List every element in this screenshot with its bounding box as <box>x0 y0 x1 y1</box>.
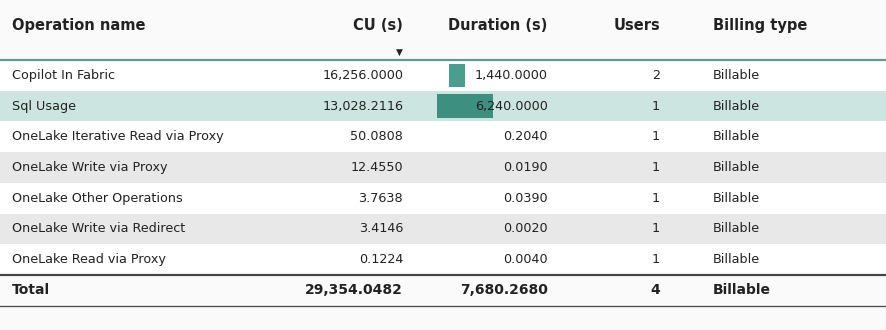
Text: OneLake Other Operations: OneLake Other Operations <box>12 192 183 205</box>
Text: Billable: Billable <box>713 161 760 174</box>
Text: 16,256.0000: 16,256.0000 <box>323 69 403 82</box>
Text: 1,440.0000: 1,440.0000 <box>475 69 548 82</box>
Text: Billable: Billable <box>713 130 760 143</box>
Text: 0.0390: 0.0390 <box>503 192 548 205</box>
Text: 0.0020: 0.0020 <box>503 222 548 235</box>
Text: Duration (s): Duration (s) <box>448 17 548 33</box>
Text: 0.2040: 0.2040 <box>503 130 548 143</box>
Text: 1: 1 <box>652 130 660 143</box>
FancyBboxPatch shape <box>0 3 886 60</box>
Text: 12.4550: 12.4550 <box>351 161 403 174</box>
Text: 1: 1 <box>652 253 660 266</box>
Text: Billing type: Billing type <box>713 17 808 33</box>
Text: 7,680.2680: 7,680.2680 <box>460 283 548 297</box>
Text: OneLake Write via Proxy: OneLake Write via Proxy <box>12 161 167 174</box>
Text: OneLake Read via Proxy: OneLake Read via Proxy <box>12 253 166 266</box>
Text: Billable: Billable <box>713 100 760 113</box>
Text: Billable: Billable <box>713 253 760 266</box>
FancyBboxPatch shape <box>0 60 886 91</box>
Text: 29,354.0482: 29,354.0482 <box>306 283 403 297</box>
Text: 1: 1 <box>652 222 660 235</box>
Text: 0.0190: 0.0190 <box>503 161 548 174</box>
Text: ▼: ▼ <box>396 48 403 57</box>
Text: 50.0808: 50.0808 <box>350 130 403 143</box>
Text: OneLake Iterative Read via Proxy: OneLake Iterative Read via Proxy <box>12 130 223 143</box>
Text: 2: 2 <box>652 69 660 82</box>
FancyBboxPatch shape <box>0 275 886 306</box>
FancyBboxPatch shape <box>0 91 886 121</box>
Text: Copilot In Fabric: Copilot In Fabric <box>12 69 114 82</box>
Text: 1: 1 <box>652 100 660 113</box>
FancyBboxPatch shape <box>0 121 886 152</box>
Text: Users: Users <box>613 17 660 33</box>
Text: Total: Total <box>12 283 50 297</box>
FancyBboxPatch shape <box>437 94 493 118</box>
Text: 1: 1 <box>652 161 660 174</box>
Text: Sql Usage: Sql Usage <box>12 100 75 113</box>
Text: CU (s): CU (s) <box>354 17 403 33</box>
Text: Billable: Billable <box>713 222 760 235</box>
FancyBboxPatch shape <box>0 244 886 275</box>
Text: 3.4146: 3.4146 <box>359 222 403 235</box>
FancyBboxPatch shape <box>0 152 886 183</box>
FancyBboxPatch shape <box>449 63 465 87</box>
FancyBboxPatch shape <box>0 214 886 244</box>
Text: 6,240.0000: 6,240.0000 <box>475 100 548 113</box>
Text: 3.7638: 3.7638 <box>359 192 403 205</box>
FancyBboxPatch shape <box>0 183 886 214</box>
Text: Billable: Billable <box>713 283 771 297</box>
Text: Billable: Billable <box>713 69 760 82</box>
Text: 4: 4 <box>650 283 660 297</box>
Text: Billable: Billable <box>713 192 760 205</box>
Text: 1: 1 <box>652 192 660 205</box>
Text: Operation name: Operation name <box>12 17 145 33</box>
Text: 0.0040: 0.0040 <box>503 253 548 266</box>
Text: 0.1224: 0.1224 <box>359 253 403 266</box>
Text: OneLake Write via Redirect: OneLake Write via Redirect <box>12 222 185 235</box>
Text: 13,028.2116: 13,028.2116 <box>323 100 403 113</box>
